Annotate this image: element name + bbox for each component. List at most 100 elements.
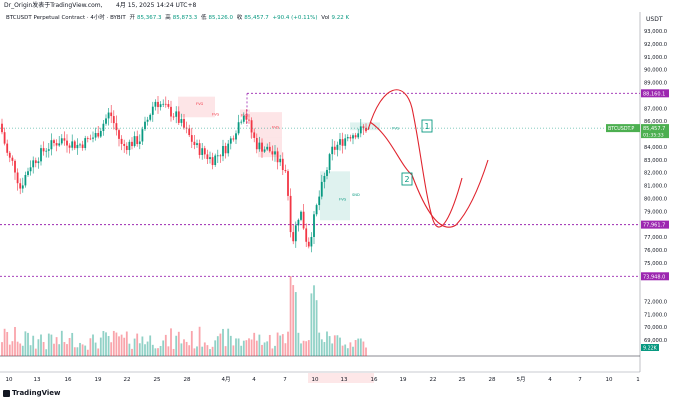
- volume-bar: [177, 331, 180, 356]
- candle-body: [333, 146, 336, 150]
- candle-body: [354, 135, 357, 138]
- footer: TradingView: [0, 386, 680, 402]
- author-text: Dr_Origin发表于TradingView.com,: [4, 2, 103, 9]
- candle-body: [229, 138, 232, 144]
- candle-body: [133, 136, 136, 147]
- candle-body: [255, 137, 258, 150]
- fvg-zone: [350, 122, 380, 131]
- candle-body: [99, 130, 102, 137]
- volume-bar: [222, 328, 224, 356]
- candle-body: [34, 160, 37, 164]
- candle-body: [323, 175, 326, 182]
- candle-body: [68, 145, 71, 148]
- candle-body: [242, 115, 245, 122]
- candle-body: [315, 205, 318, 215]
- volume-bar: [1, 342, 3, 356]
- candle-body: [297, 219, 300, 226]
- level-price-label: 88,160.1: [643, 91, 665, 97]
- price-tick-label: 80,000.0: [644, 196, 667, 202]
- candle-body: [196, 143, 198, 145]
- candle-body: [266, 146, 269, 150]
- candle-body: [284, 170, 287, 172]
- volume-bar: [170, 328, 172, 356]
- volume-bar: [183, 339, 185, 356]
- volume-bar: [211, 346, 214, 356]
- candle-body: [365, 127, 367, 132]
- time-tick-label: 28: [489, 377, 496, 383]
- candle-body: [193, 141, 196, 145]
- volume-bar: [60, 330, 63, 356]
- candle-body: [110, 112, 113, 117]
- volume-bar: [58, 344, 61, 356]
- chart-canvas[interactable]: 93,000.0 92,000.0 91,000.0 90,000.0 89,000.0…: [0, 0, 680, 386]
- fvg-zone: [250, 112, 282, 138]
- candle-body: [125, 145, 128, 151]
- volume-bar: [180, 343, 183, 356]
- zone-tag: SND: [352, 193, 360, 197]
- price-tick-label: 91,000.0: [644, 55, 667, 61]
- fvg-label: FVG: [196, 102, 204, 106]
- volume-tag-box: [641, 344, 659, 351]
- candle-body: [341, 139, 344, 146]
- candle-body: [248, 119, 250, 121]
- open-label: 开: [129, 15, 135, 21]
- open-value: 85,367.3: [136, 15, 162, 21]
- candle-body: [115, 123, 118, 131]
- volume-bar: [307, 340, 310, 356]
- time-tick-label: 16: [65, 377, 72, 383]
- volume-bar: [242, 340, 245, 356]
- level-price-tag: [641, 220, 669, 229]
- time-tick-label: 13: [34, 377, 41, 383]
- time-tick-label: 16: [371, 377, 378, 383]
- time-tick-label: 25: [154, 377, 161, 383]
- volume-bar: [159, 345, 162, 356]
- time-tick-label: 1: [636, 377, 640, 383]
- volume-bar: [261, 344, 263, 356]
- volume-bar: [162, 340, 165, 356]
- volume-bar: [102, 331, 105, 356]
- candle-body: [118, 130, 120, 139]
- symbol-legend: BTCUSDT Perpetual Contract · 4小时 · BYBIT…: [6, 13, 606, 23]
- candle-body: [326, 169, 328, 176]
- fvg-zone: [178, 109, 215, 118]
- volume-bar: [32, 335, 35, 356]
- candle-body: [276, 151, 279, 163]
- candle-body: [131, 141, 133, 147]
- wave-label: 2: [404, 175, 409, 184]
- wave-label-box: [421, 119, 433, 133]
- volume-bar: [315, 300, 318, 356]
- volume-bar: [89, 338, 92, 356]
- candle-body: [177, 111, 180, 123]
- candle-body: [180, 118, 183, 123]
- candle-body: [47, 149, 50, 151]
- volume-bar: [255, 340, 258, 356]
- volume-bar: [146, 341, 149, 356]
- volume-bar: [86, 349, 89, 356]
- volume-bar: [302, 340, 305, 356]
- current-price-tag: [641, 124, 669, 139]
- price-tick-label: 76,000.0: [644, 248, 667, 254]
- candle-body: [352, 135, 354, 139]
- change-value: +90.4 (+0.11%): [272, 15, 318, 21]
- volume-bar: [154, 348, 157, 356]
- volume-bar: [297, 332, 300, 356]
- volume-bar: [6, 331, 9, 356]
- low-value: 85,126.0: [208, 15, 233, 21]
- candle-body: [24, 175, 27, 186]
- candle-body: [84, 138, 87, 149]
- volume-bar: [118, 336, 120, 356]
- level-price-label: 73,948.0: [643, 274, 665, 280]
- candle-body: [73, 141, 76, 149]
- volume-bar: [341, 345, 344, 356]
- symbol-title[interactable]: BTCUSDT Perpetual Contract · 4小时 · BYBIT: [6, 15, 126, 21]
- volume-bar: [50, 334, 53, 356]
- candle-body: [261, 142, 263, 152]
- fvg-label: FVG: [392, 127, 400, 131]
- candle-body: [8, 152, 11, 158]
- time-tick-label: 7: [578, 377, 582, 383]
- price-tick-label: 75,000.0: [644, 261, 667, 267]
- candle-body: [188, 128, 191, 136]
- candle-body: [97, 133, 100, 137]
- candle-body: [107, 112, 110, 119]
- fvg-label: FVG: [339, 197, 347, 201]
